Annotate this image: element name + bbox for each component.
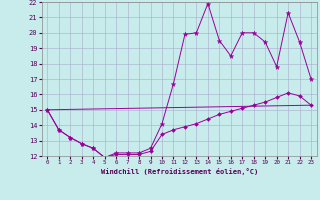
X-axis label: Windchill (Refroidissement éolien,°C): Windchill (Refroidissement éolien,°C) — [100, 168, 258, 175]
